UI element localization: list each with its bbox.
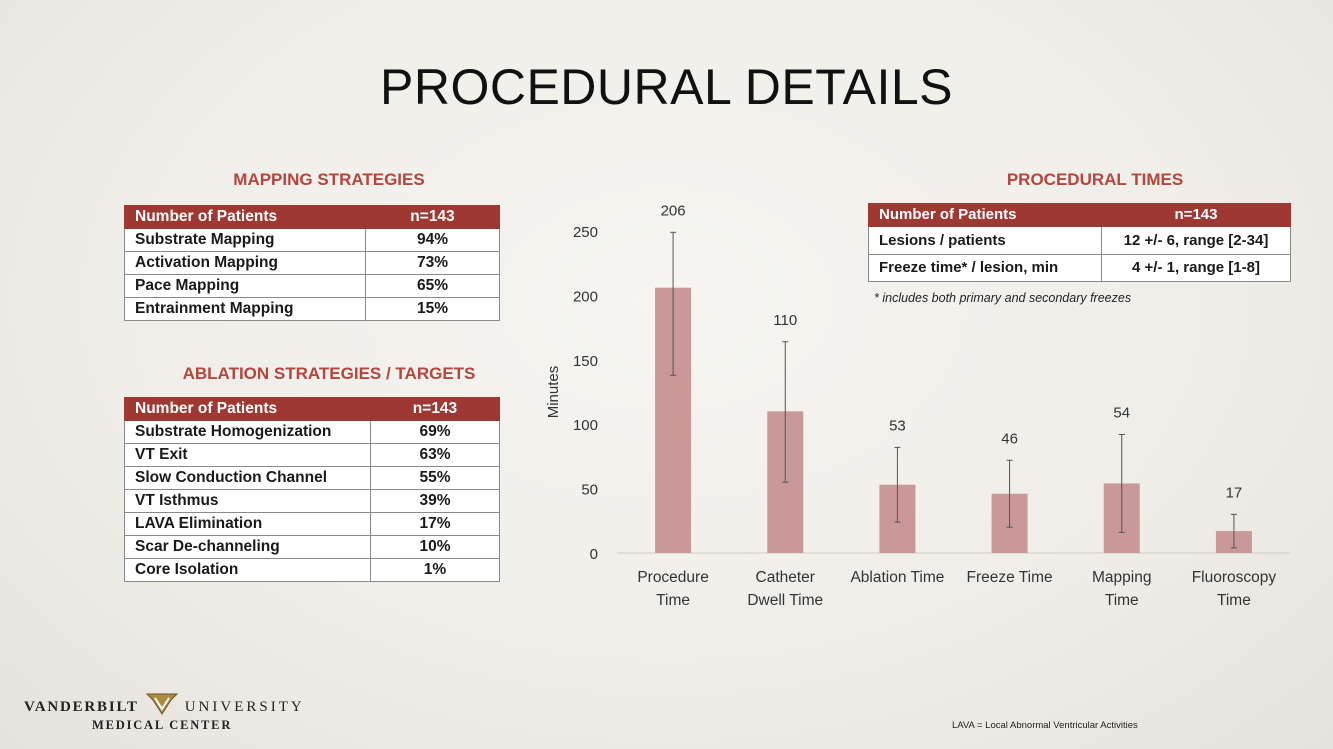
data-label: 17 (1226, 484, 1243, 501)
x-tick-label: Time (1217, 592, 1251, 609)
table-row: Substrate Mapping 94% (124, 228, 500, 252)
y-tick-label: 250 (573, 224, 598, 241)
table-row: Slow Conduction Channel 55% (124, 466, 500, 490)
row-label: Activation Mapping (124, 251, 366, 275)
data-label: 110 (773, 312, 797, 329)
data-label: 54 (1113, 405, 1130, 422)
table-row: VT Exit 63% (124, 443, 500, 467)
row-label: Freeze time* / lesion, min (868, 254, 1102, 282)
header-value: n=143 (365, 205, 500, 229)
x-tick-label: Ablation Time (850, 569, 944, 586)
y-axis: 0 50 100 150 200 250 Minutes (545, 224, 1290, 563)
row-label: Scar De-channeling (124, 535, 371, 559)
x-axis: Procedure Time Catheter Dwell Time Ablation … (637, 569, 1276, 609)
table-row: Scar De-channeling 10% (124, 535, 500, 559)
procedural-times-heading: PROCEDURAL TIMES (1006, 170, 1184, 189)
y-axis-label: Minutes (545, 366, 562, 419)
header-value: n=143 (370, 397, 500, 421)
mapping-table: Number of Patients n=143 Substrate Mappi… (124, 205, 500, 321)
data-label: 46 (1001, 430, 1018, 447)
x-tick-label: Time (1105, 592, 1139, 609)
x-tick-label: Mapping (1092, 569, 1151, 586)
row-label: LAVA Elimination (124, 512, 371, 536)
row-value: 4 +/- 1, range [1-8] (1101, 254, 1291, 282)
y-tick-label: 200 (573, 288, 598, 305)
ablation-table: Number of Patients n=143 Substrate Homog… (124, 397, 500, 582)
row-label: Entrainment Mapping (124, 297, 366, 321)
table-row: Core Isolation 1% (124, 558, 500, 582)
row-value: 73% (365, 251, 500, 275)
row-value: 55% (370, 466, 500, 490)
table-row: Pace Mapping 65% (124, 274, 500, 298)
y-tick-label: 50 (581, 482, 598, 499)
data-label: 206 (661, 202, 686, 219)
table-row: LAVA Elimination 17% (124, 512, 500, 536)
logo-text-bottom: MEDICAL CENTER (92, 718, 233, 732)
row-value: 94% (365, 228, 500, 252)
header-label: Number of Patients (124, 397, 371, 421)
table-row: Activation Mapping 73% (124, 251, 500, 275)
x-tick-label: Dwell Time (747, 592, 823, 609)
row-value: 12 +/- 6, range [2-34] (1101, 226, 1291, 255)
data-label: 53 (889, 417, 906, 434)
x-tick-label: Freeze Time (967, 569, 1053, 586)
y-tick-label: 100 (573, 417, 598, 434)
row-label: Substrate Mapping (124, 228, 366, 252)
page-title: PROCEDURAL DETAILS (379, 59, 953, 115)
x-tick-label: Time (656, 592, 690, 609)
vanderbilt-logo: VANDERBILT UNIVERSITY MEDICAL CENTER (24, 692, 324, 742)
ablation-heading: ABLATION STRATEGIES / TARGETS (182, 364, 476, 383)
lava-note: LAVA = Local Abnormal Ventricular Activi… (952, 720, 1138, 731)
row-value: 1% (370, 558, 500, 582)
freeze-footnote: * includes both primary and secondary fr… (874, 291, 1132, 305)
row-label: VT Exit (124, 443, 371, 467)
table-row: Freeze time* / lesion, min 4 +/- 1, range… (868, 254, 1291, 282)
row-label: VT Isthmus (124, 489, 371, 513)
x-tick-label: Procedure (637, 569, 709, 586)
y-tick-label: 150 (573, 353, 598, 370)
row-value: 63% (370, 443, 500, 467)
logo-text-top: VANDERBILT UNIVERSITY (24, 692, 305, 716)
shield-icon (145, 693, 178, 715)
x-tick-label: Fluoroscopy (1192, 569, 1277, 586)
x-tick-label: Catheter (756, 569, 815, 586)
row-value: 15% (365, 297, 500, 321)
procedural-times-table: Number of Patients n=143 Lesions / patie… (868, 203, 1291, 282)
table-header-row: Number of Patients n=143 (124, 397, 500, 421)
row-label: Core Isolation (124, 558, 371, 582)
row-value: 10% (370, 535, 500, 559)
table-row: Entrainment Mapping 15% (124, 297, 500, 321)
bars: 206 110 53 46 54 17 (655, 202, 1252, 553)
mapping-heading: MAPPING STRATEGIES (233, 170, 425, 189)
y-tick-label: 0 (590, 546, 598, 563)
